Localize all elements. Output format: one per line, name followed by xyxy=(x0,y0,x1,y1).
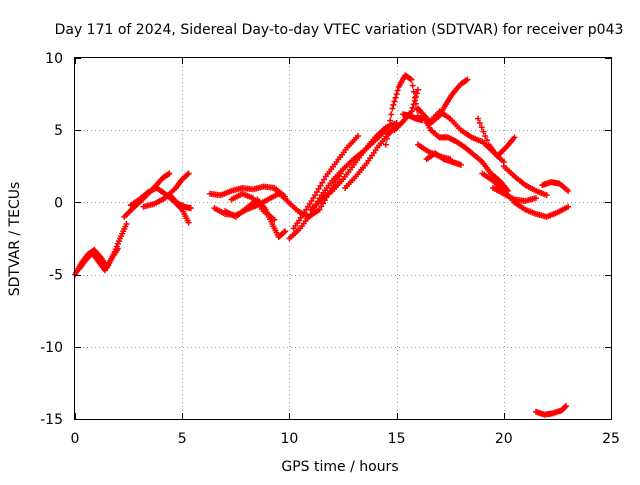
data-point xyxy=(408,76,415,83)
data-point xyxy=(382,141,389,148)
data-point xyxy=(355,132,362,139)
data-point xyxy=(337,170,344,177)
data-point xyxy=(464,76,471,83)
data-series-arc-2 xyxy=(76,245,121,274)
data-point xyxy=(410,101,417,108)
data-series-arc-13 xyxy=(273,170,344,220)
data-series-arc-12 xyxy=(290,132,362,232)
y-tick-label: -5 xyxy=(49,268,63,284)
data-point xyxy=(393,91,400,98)
data-point xyxy=(166,170,173,177)
data-point xyxy=(409,82,416,89)
data-point xyxy=(409,104,416,111)
data-point xyxy=(383,135,390,142)
data-point xyxy=(412,93,419,100)
data-series-arc-24 xyxy=(475,115,518,160)
y-tick-label: 0 xyxy=(54,195,63,211)
x-tick-label: 25 xyxy=(602,431,620,447)
data-point xyxy=(385,129,392,136)
data-point xyxy=(410,88,417,95)
data-series-arc-26 xyxy=(490,184,539,204)
data-series-arc-27 xyxy=(500,163,550,199)
x-tick-label: 20 xyxy=(495,431,513,447)
data-point xyxy=(392,94,399,101)
data-point xyxy=(271,216,278,223)
data-series-arc-20 xyxy=(419,112,512,194)
y-tick-label: -10 xyxy=(40,340,63,356)
plot-frame xyxy=(74,57,612,420)
data-series-arc-6 xyxy=(168,193,194,212)
data-series-arc-29 xyxy=(532,403,569,418)
data-point xyxy=(312,192,319,199)
data-point xyxy=(482,132,489,139)
data-point xyxy=(457,161,464,168)
data-points xyxy=(72,72,572,418)
data-point xyxy=(475,115,482,122)
data-point xyxy=(187,205,194,212)
data-point xyxy=(411,97,418,104)
data-point xyxy=(565,187,572,194)
data-point xyxy=(315,185,322,192)
data-point xyxy=(532,195,539,202)
x-tick-label: 10 xyxy=(280,431,298,447)
data-point xyxy=(184,171,191,178)
data-series-arc-25 xyxy=(479,170,572,220)
data-point xyxy=(114,245,121,252)
data-point xyxy=(415,86,422,93)
axis-ticks: 0 5 10 15 20 25 -15 -10 -5 0 5 10 xyxy=(40,51,620,447)
data-point xyxy=(282,228,289,235)
data-point xyxy=(484,137,491,144)
data-series-arc-23 xyxy=(415,141,454,163)
data-point xyxy=(394,87,401,94)
x-tick-label: 5 xyxy=(178,431,187,447)
y-tick-label: 10 xyxy=(45,51,63,67)
x-axis-label: GPS time / hours xyxy=(281,459,398,475)
data-point xyxy=(408,108,415,115)
data-point xyxy=(565,203,572,210)
data-point xyxy=(476,119,483,126)
chart-title: Day 171 of 2024, Sidereal Day-to-day VTE… xyxy=(55,22,624,38)
data-point xyxy=(313,189,320,196)
grid-lines xyxy=(75,58,611,419)
data-series-arc-14 xyxy=(307,119,400,213)
data-series-arc-5 xyxy=(140,170,192,210)
x-tick-label: 15 xyxy=(388,431,406,447)
data-point xyxy=(185,219,192,226)
data-point xyxy=(281,229,288,236)
data-point xyxy=(447,156,454,163)
data-point xyxy=(386,123,393,130)
y-tick-label: -15 xyxy=(40,412,63,428)
y-axis-label: SDTVAR / TECUs xyxy=(7,182,23,297)
data-point xyxy=(480,128,487,135)
data-point xyxy=(319,179,326,186)
data-point xyxy=(319,200,326,207)
data-point xyxy=(478,124,485,131)
data-point xyxy=(318,203,325,210)
data-point xyxy=(562,403,569,410)
data-point xyxy=(413,90,420,97)
data-point xyxy=(543,192,550,199)
y-tick-label: 5 xyxy=(54,123,63,139)
data-point xyxy=(123,221,130,228)
data-point xyxy=(391,98,398,105)
data-point xyxy=(388,111,395,118)
data-point xyxy=(321,176,328,183)
data-series-arc-10 xyxy=(228,190,278,223)
data-series-arc-28 xyxy=(539,179,572,194)
data-point xyxy=(389,105,396,112)
data-point xyxy=(317,182,324,189)
data-point xyxy=(387,117,394,124)
data-point xyxy=(511,134,518,141)
x-tick-label: 0 xyxy=(71,431,80,447)
data-point xyxy=(390,101,397,108)
data-point xyxy=(185,170,192,177)
data-point xyxy=(316,206,323,213)
